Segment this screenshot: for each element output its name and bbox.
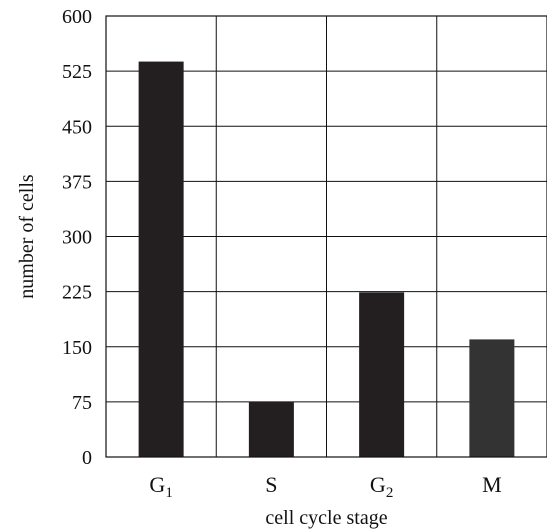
y-tick-label: 375 bbox=[62, 171, 92, 193]
y-axis-label: number of cells bbox=[16, 174, 38, 299]
y-tick-label: 300 bbox=[62, 227, 92, 249]
bars bbox=[138, 61, 515, 457]
bar bbox=[248, 401, 294, 457]
y-tick-label: 150 bbox=[62, 337, 92, 359]
y-tick-label: 0 bbox=[82, 447, 92, 469]
y-tick-label: 525 bbox=[62, 61, 92, 83]
bar bbox=[138, 61, 184, 457]
y-tick-label: 225 bbox=[62, 282, 92, 304]
bar bbox=[359, 292, 405, 457]
x-tick-label: M bbox=[482, 472, 502, 497]
plot-frame bbox=[105, 15, 547, 458]
y-tick-label: 600 bbox=[62, 6, 92, 28]
x-tick-label: S bbox=[265, 472, 277, 497]
x-tick-labels: G1 S G2 M bbox=[149, 472, 501, 501]
y-tick-label: 75 bbox=[72, 392, 92, 414]
x-axis-label: cell cycle stage bbox=[265, 507, 387, 529]
bar bbox=[469, 339, 515, 457]
x-tick-label: G2 bbox=[370, 472, 393, 501]
y-tick-labels: 0 75 150 225 300 375 450 525 600 bbox=[62, 6, 92, 469]
y-tick-label: 450 bbox=[62, 116, 92, 138]
x-tick-label: G1 bbox=[149, 472, 172, 501]
